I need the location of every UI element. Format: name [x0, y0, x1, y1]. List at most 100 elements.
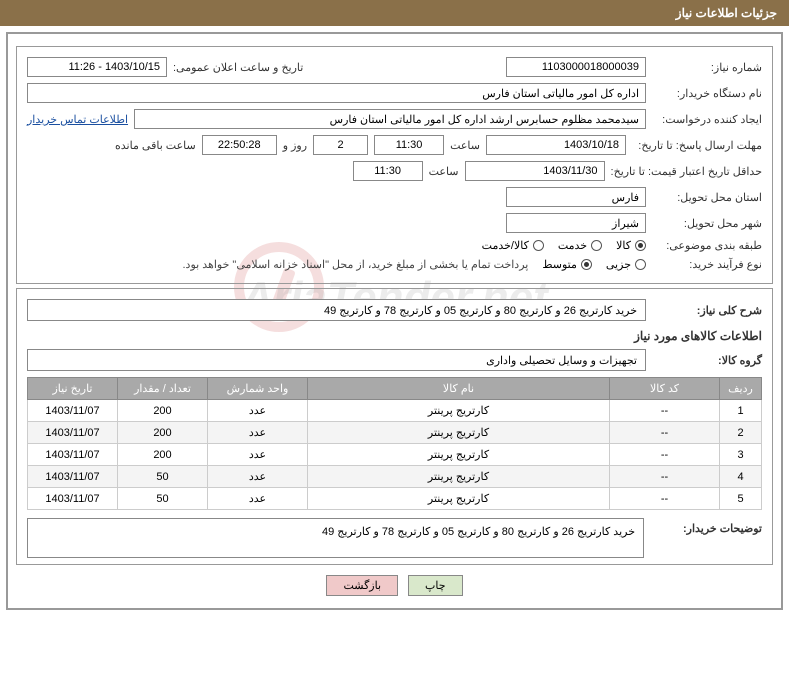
- table-cell-row: 5: [720, 488, 762, 510]
- buyer-contact-link[interactable]: اطلاعات تماس خریدار: [27, 113, 128, 126]
- table-cell-row: 2: [720, 422, 762, 444]
- table-cell-row: 3: [720, 444, 762, 466]
- th-unit: واحد شمارش: [208, 378, 308, 400]
- radio-circle-icon: [591, 240, 602, 251]
- buyer-org-label: نام دستگاه خریدار:: [652, 87, 762, 100]
- general-desc-label: شرح کلی نیاز:: [652, 304, 762, 317]
- button-row: چاپ بازگشت: [16, 575, 773, 596]
- radio-medium-label: متوسط: [542, 258, 577, 271]
- radio-circle-icon: [533, 240, 544, 251]
- radio-goods-service-label: کالا/خدمت: [482, 239, 529, 252]
- classification-label: طبقه بندی موضوعی:: [652, 239, 762, 252]
- radio-small-label: جزیی: [606, 258, 631, 271]
- reply-deadline-date-field: 1403/10/18: [486, 135, 626, 155]
- classification-radio-group: کالا خدمت کالا/خدمت: [482, 239, 646, 252]
- table-cell-code: --: [610, 400, 720, 422]
- table-cell-qty: 50: [118, 488, 208, 510]
- need-number-label: شماره نیاز:: [652, 61, 762, 74]
- table-cell-qty: 200: [118, 400, 208, 422]
- table-row: 5--کارتریج پرینترعدد501403/11/07: [28, 488, 762, 510]
- requester-label: ایجاد کننده درخواست:: [652, 113, 762, 126]
- price-validity-time-field: 11:30: [353, 161, 423, 181]
- general-desc-field: خرید کارتریج 26 و کارتریج 80 و کارتریج 0…: [27, 299, 646, 321]
- announce-date-label: تاریخ و ساعت اعلان عمومی:: [173, 61, 303, 74]
- table-cell-date: 1403/11/07: [28, 466, 118, 488]
- delivery-city-field: شیراز: [506, 213, 646, 233]
- table-cell-date: 1403/11/07: [28, 422, 118, 444]
- need-number-field: 1103000018000039: [506, 57, 646, 77]
- th-date: تاریخ نیاز: [28, 378, 118, 400]
- delivery-city-label: شهر محل تحویل:: [652, 217, 762, 230]
- table-cell-row: 4: [720, 466, 762, 488]
- th-name: نام کالا: [308, 378, 610, 400]
- table-cell-code: --: [610, 422, 720, 444]
- purchase-type-label: نوع فرآیند خرید:: [652, 258, 762, 271]
- radio-goods-label: کالا: [616, 239, 631, 252]
- th-qty: تعداد / مقدار: [118, 378, 208, 400]
- table-cell-code: --: [610, 466, 720, 488]
- description-panel: شرح کلی نیاز: خرید کارتریج 26 و کارتریج …: [16, 288, 773, 565]
- radio-goods[interactable]: کالا: [616, 239, 646, 252]
- radio-service-label: خدمت: [558, 239, 587, 252]
- goods-group-label: گروه کالا:: [652, 354, 762, 367]
- th-row: ردیف: [720, 378, 762, 400]
- buyer-org-field: اداره کل امور مالیاتی استان فارس: [27, 83, 646, 103]
- table-cell-qty: 200: [118, 444, 208, 466]
- purchase-note: پرداخت تمام یا بخشی از مبلغ خرید، از محل…: [183, 258, 537, 271]
- radio-service[interactable]: خدمت: [558, 239, 602, 252]
- delivery-prov-field: فارس: [506, 187, 646, 207]
- table-cell-unit: عدد: [208, 488, 308, 510]
- countdown-field: 22:50:28: [202, 135, 277, 155]
- goods-group-field: تجهیزات و وسایل تحصیلی واداری: [27, 349, 646, 371]
- radio-circle-icon: [635, 240, 646, 251]
- table-cell-name: کارتریج پرینتر: [308, 466, 610, 488]
- table-row: 3--کارتریج پرینترعدد2001403/11/07: [28, 444, 762, 466]
- radio-medium[interactable]: متوسط: [542, 258, 592, 271]
- price-validity-date-field: 1403/11/30: [465, 161, 605, 181]
- days-and-label: روز و: [283, 139, 307, 152]
- reply-deadline-time-field: 11:30: [374, 135, 444, 155]
- days-count-field: 2: [313, 135, 368, 155]
- table-cell-qty: 200: [118, 422, 208, 444]
- announce-date-field: 1403/10/15 - 11:26: [27, 57, 167, 77]
- buyer-notes-label: توضیحات خریدار:: [652, 518, 762, 535]
- outer-frame: AriaTender.net شماره نیاز: 1103000018000…: [6, 32, 783, 610]
- reply-deadline-label: مهلت ارسال پاسخ: تا تاریخ:: [632, 139, 762, 152]
- details-panel: شماره نیاز: 1103000018000039 تاریخ و ساع…: [16, 46, 773, 284]
- table-row: 4--کارتریج پرینترعدد501403/11/07: [28, 466, 762, 488]
- delivery-prov-label: استان محل تحویل:: [652, 191, 762, 204]
- table-cell-unit: عدد: [208, 422, 308, 444]
- table-cell-row: 1: [720, 400, 762, 422]
- th-code: کد کالا: [610, 378, 720, 400]
- table-cell-code: --: [610, 488, 720, 510]
- radio-small[interactable]: جزیی: [606, 258, 646, 271]
- table-cell-unit: عدد: [208, 466, 308, 488]
- table-cell-date: 1403/11/07: [28, 488, 118, 510]
- buyer-notes-field: خرید کارتریج 26 و کارتریج 80 و کارتریج 0…: [27, 518, 644, 558]
- table-cell-qty: 50: [118, 466, 208, 488]
- radio-goods-service[interactable]: کالا/خدمت: [482, 239, 544, 252]
- requester-field: سیدمحمد مظلوم حسابرس ارشد اداره کل امور …: [134, 109, 646, 129]
- price-validity-label: حداقل تاریخ اعتبار قیمت: تا تاریخ:: [611, 165, 762, 178]
- goods-table: ردیف کد کالا نام کالا واحد شمارش تعداد /…: [27, 377, 762, 510]
- time-label-2: ساعت: [429, 165, 459, 178]
- radio-circle-icon: [581, 259, 592, 270]
- remaining-label: ساعت باقی مانده: [115, 139, 196, 152]
- purchase-type-radio-group: جزیی متوسط: [542, 258, 646, 271]
- table-cell-date: 1403/11/07: [28, 444, 118, 466]
- back-button[interactable]: بازگشت: [326, 575, 398, 596]
- print-button[interactable]: چاپ: [408, 575, 463, 596]
- table-cell-code: --: [610, 444, 720, 466]
- table-cell-name: کارتریج پرینتر: [308, 400, 610, 422]
- table-cell-name: کارتریج پرینتر: [308, 488, 610, 510]
- title-bar: جزئیات اطلاعات نیاز: [0, 0, 789, 26]
- table-cell-name: کارتریج پرینتر: [308, 444, 610, 466]
- table-cell-unit: عدد: [208, 400, 308, 422]
- table-row: 1--کارتریج پرینترعدد2001403/11/07: [28, 400, 762, 422]
- table-cell-name: کارتریج پرینتر: [308, 422, 610, 444]
- table-cell-date: 1403/11/07: [28, 400, 118, 422]
- table-cell-unit: عدد: [208, 444, 308, 466]
- goods-info-heading: اطلاعات کالاهای مورد نیاز: [27, 329, 762, 343]
- radio-circle-icon: [635, 259, 646, 270]
- table-row: 2--کارتریج پرینترعدد2001403/11/07: [28, 422, 762, 444]
